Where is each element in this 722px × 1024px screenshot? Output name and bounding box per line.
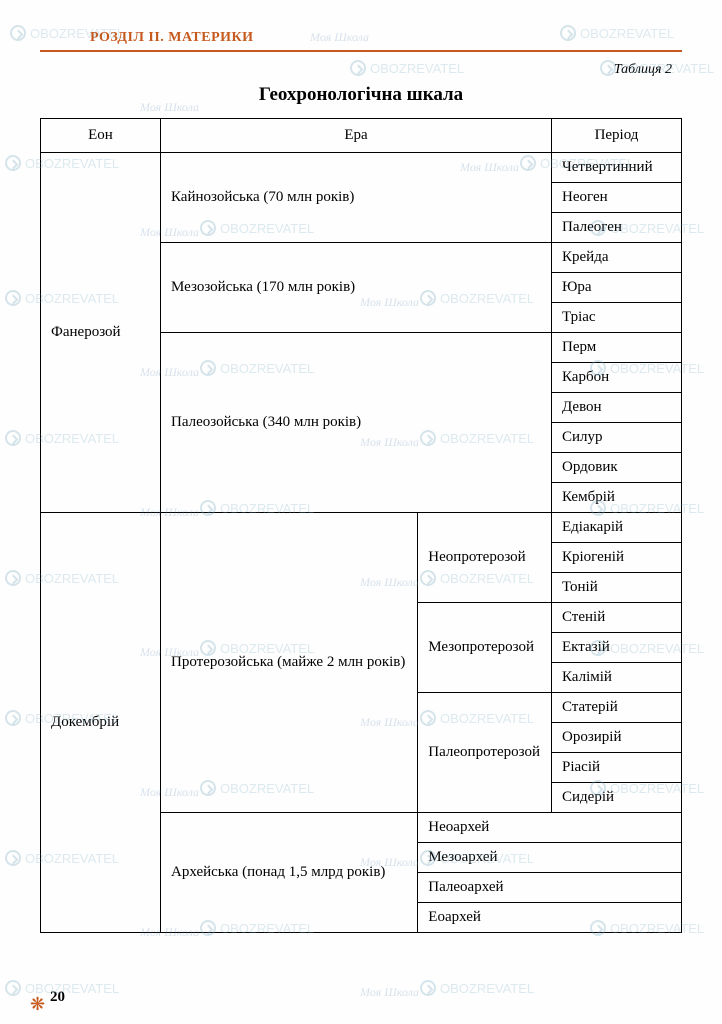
table-cell: Архейська (понад 1,5 млрд років)	[161, 813, 418, 933]
table-cell: Крейда	[552, 243, 682, 273]
watermark-globe-icon	[5, 430, 21, 446]
table-cell: Орозирій	[552, 723, 682, 753]
watermark-globe-icon	[5, 850, 21, 866]
table-row: ФанерозойКайнозойська (70 млн років)Четв…	[41, 153, 682, 183]
table-cell: Палеоген	[552, 213, 682, 243]
table-cell: Кембрій	[552, 483, 682, 513]
geochronological-table: Еон Ера Період ФанерозойКайнозойська (70…	[40, 118, 682, 933]
table-cell: Мезопротерозой	[418, 603, 552, 693]
chapter-title: РОЗДІЛ II. МАТЕРИКИ	[90, 30, 682, 46]
table-number-label: Таблиця 2	[40, 62, 672, 78]
table-cell: Стеній	[552, 603, 682, 633]
table-cell: Ектазій	[552, 633, 682, 663]
table-cell: Докембрій	[41, 513, 161, 933]
table-cell: Мезоархей	[418, 843, 682, 873]
table-cell: Ордовик	[552, 453, 682, 483]
col-header-period: Період	[552, 119, 682, 153]
table-cell: Кайнозойська (70 млн років)	[161, 153, 552, 243]
watermark-globe-icon	[5, 570, 21, 586]
table-cell: Еоархей	[418, 903, 682, 933]
col-header-era: Ера	[161, 119, 552, 153]
table-cell: Едіакарій	[552, 513, 682, 543]
table-cell: Ріасій	[552, 753, 682, 783]
watermark-globe-icon	[420, 980, 436, 996]
table-cell: Неопротерозой	[418, 513, 552, 603]
watermark-obozrevatel: OBOZREVATEL	[420, 980, 534, 996]
table-cell: Перм	[552, 333, 682, 363]
table-cell: Тріас	[552, 303, 682, 333]
corner-decoration-icon: ❋	[30, 994, 70, 1014]
watermark-globe-icon	[5, 155, 21, 171]
table-cell: Четвертинний	[552, 153, 682, 183]
table-cell: Неоархей	[418, 813, 682, 843]
table-cell: Палеопротерозой	[418, 693, 552, 813]
watermark-school: Моя Школа	[360, 985, 419, 1000]
watermark-globe-icon	[5, 710, 21, 726]
watermark-globe-icon	[5, 980, 21, 996]
table-cell: Тоній	[552, 573, 682, 603]
col-header-eon: Еон	[41, 119, 161, 153]
table-row: ДокембрійПротерозойська (майже 2 млн рок…	[41, 513, 682, 543]
table-cell: Юра	[552, 273, 682, 303]
table-cell: Кріогеній	[552, 543, 682, 573]
table-cell: Статерій	[552, 693, 682, 723]
table-cell: Карбон	[552, 363, 682, 393]
table-cell: Мезозойська (170 млн років)	[161, 243, 552, 333]
table-cell: Протерозойська (майже 2 млн років)	[161, 513, 418, 813]
table-cell: Фанерозой	[41, 153, 161, 513]
header-rule	[40, 50, 682, 52]
page-header: РОЗДІЛ II. МАТЕРИКИ Таблиця 2 Геохроноло…	[40, 30, 682, 106]
table-header-row: Еон Ера Період	[41, 119, 682, 153]
table-cell: Девон	[552, 393, 682, 423]
watermark-text: OBOZREVATEL	[440, 981, 534, 996]
table-cell: Неоген	[552, 183, 682, 213]
table-title: Геохронологічна шкала	[40, 84, 682, 106]
table-cell: Палеоархей	[418, 873, 682, 903]
table-cell: Сидерій	[552, 783, 682, 813]
table-cell: Калімій	[552, 663, 682, 693]
watermark-globe-icon	[5, 290, 21, 306]
watermark-globe-icon	[10, 25, 26, 41]
table-cell: Палеозойська (340 млн років)	[161, 333, 552, 513]
table-cell: Силур	[552, 423, 682, 453]
